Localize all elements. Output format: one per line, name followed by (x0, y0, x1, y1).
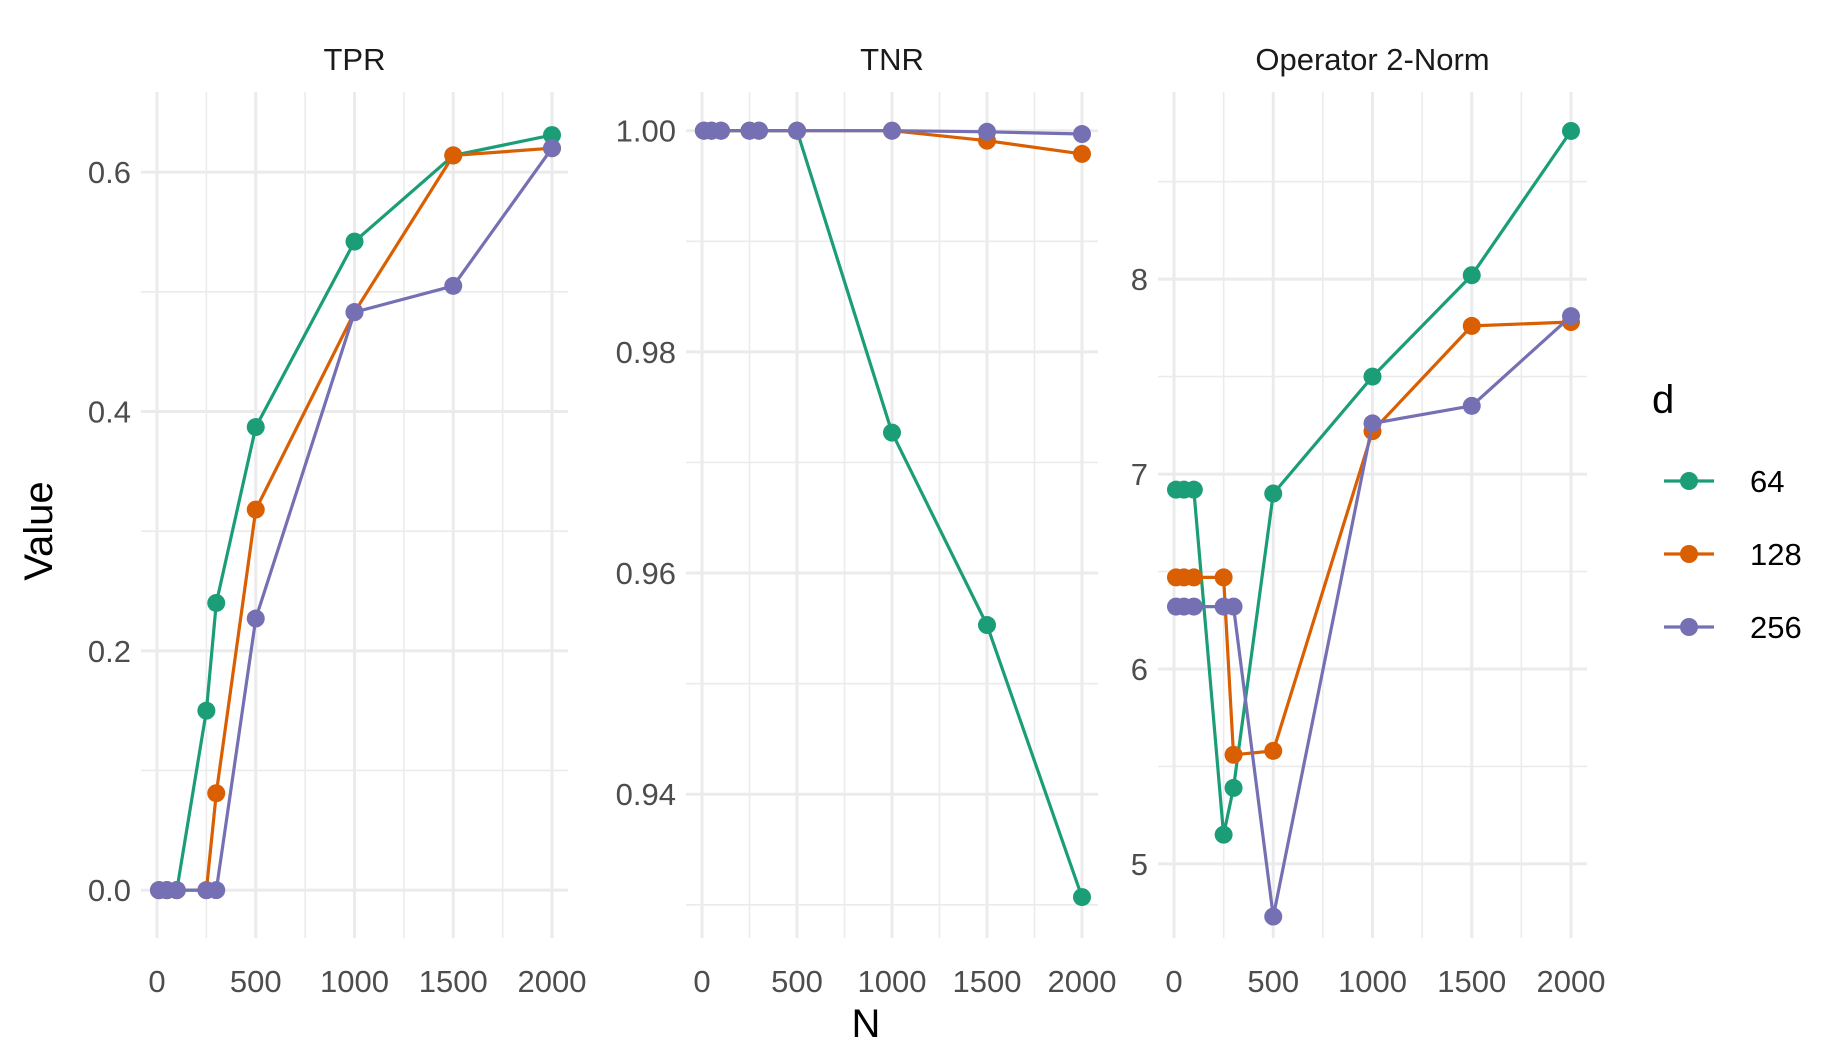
legend-label: 64 (1750, 464, 1784, 499)
data-point-d256 (978, 122, 996, 141)
data-point-d256 (345, 303, 364, 322)
data-point-d256 (788, 121, 806, 140)
legend-key-point (1680, 545, 1698, 563)
data-point-d64 (1363, 367, 1382, 386)
y-tick-label: 0.98 (616, 335, 676, 370)
data-point-d64 (1073, 888, 1091, 907)
data-point-d64 (207, 593, 226, 612)
data-point-d64 (1462, 266, 1481, 285)
data-point-d256 (167, 881, 186, 900)
data-point-d256 (444, 276, 463, 295)
data-point-d64 (246, 418, 265, 437)
data-point-d256 (1562, 307, 1580, 326)
data-point-d128 (1462, 316, 1481, 335)
data-point-d64 (1562, 121, 1580, 140)
x-tick-label: 1000 (858, 964, 927, 999)
data-point-d128 (1264, 741, 1283, 760)
x-tick-label: 1500 (953, 964, 1022, 999)
data-point-d64 (345, 232, 364, 251)
x-tick-label: 500 (230, 964, 282, 999)
x-tick-label: 500 (1247, 964, 1299, 999)
data-point-d64 (1214, 825, 1233, 844)
legend-label: 128 (1750, 537, 1802, 572)
panel-tnr: 0 500 1000 1500 2000 0.94 0.96 0.98 1.00 TNR (616, 42, 1117, 999)
y-tick-label: 0.0 (88, 873, 131, 908)
data-point-d128 (246, 500, 265, 519)
data-point-d64 (883, 423, 901, 442)
y-axis-title: Value (17, 481, 61, 580)
x-tick-label: 2000 (518, 964, 587, 999)
data-point-d128 (1214, 568, 1233, 587)
data-point-d64 (1264, 484, 1283, 503)
data-point-d64 (978, 616, 996, 635)
y-tick-label: 0.94 (616, 777, 676, 812)
x-tick-label: 1500 (1437, 964, 1506, 999)
data-point-d64 (1224, 778, 1243, 797)
data-point-d256 (750, 121, 768, 140)
y-tick-label: 7 (1131, 457, 1148, 492)
panel-tpr: 0 500 1000 1500 2000 0.0 0.2 0.4 0.6 TPR (88, 42, 587, 999)
legend-label: 256 (1750, 610, 1802, 645)
data-point-d256 (883, 121, 901, 140)
data-point-d256 (1224, 597, 1243, 616)
data-point-d128 (444, 146, 463, 165)
x-tick-label: 1500 (419, 964, 488, 999)
data-point-d256 (207, 881, 226, 900)
y-tick-label: 0.2 (88, 634, 131, 669)
data-point-d256 (246, 609, 265, 628)
y-tick-label: 5 (1131, 847, 1148, 882)
panel-title: TPR (324, 42, 386, 77)
data-point-d128 (1184, 568, 1203, 587)
y-tick-label: 0.96 (616, 556, 676, 591)
legend-key-point (1680, 472, 1698, 490)
x-tick-label: 1000 (320, 964, 389, 999)
y-tick-label: 8 (1131, 262, 1148, 297)
x-axis-title: N (852, 1002, 881, 1046)
x-tick-label: 500 (771, 964, 823, 999)
data-point-d64 (197, 701, 216, 720)
data-point-d256 (1184, 597, 1203, 616)
y-tick-label: 0.4 (88, 394, 131, 429)
x-tick-label: 0 (693, 964, 710, 999)
y-tick-label: 0.6 (88, 155, 131, 190)
x-tick-label: 0 (148, 964, 165, 999)
y-tick-label: 6 (1131, 652, 1148, 687)
panel-operator-2-norm: 0 500 1000 1500 2000 5 6 7 8 Operator 2-Norm (1131, 42, 1606, 999)
data-point-d128 (207, 784, 226, 803)
data-point-d128 (1224, 745, 1243, 764)
data-point-d64 (1184, 480, 1203, 499)
x-tick-label: 2000 (1537, 964, 1606, 999)
panel-title: Operator 2-Norm (1255, 42, 1489, 77)
x-tick-label: 1000 (1338, 964, 1407, 999)
legend-title: d (1652, 378, 1674, 422)
y-tick-label: 1.00 (616, 114, 676, 149)
legend: d 64 128 256 (1652, 378, 1802, 645)
data-point-d256 (1363, 414, 1382, 433)
data-point-d256 (1073, 125, 1091, 144)
data-point-d256 (1462, 396, 1481, 415)
data-point-d128 (1073, 144, 1091, 163)
data-point-d64 (543, 126, 561, 145)
panel-title: TNR (860, 42, 924, 77)
x-tick-label: 2000 (1048, 964, 1117, 999)
data-point-d256 (1264, 907, 1283, 926)
data-point-d256 (543, 139, 561, 158)
data-point-d256 (712, 121, 730, 140)
legend-key-point (1680, 618, 1698, 636)
x-tick-label: 0 (1165, 964, 1182, 999)
